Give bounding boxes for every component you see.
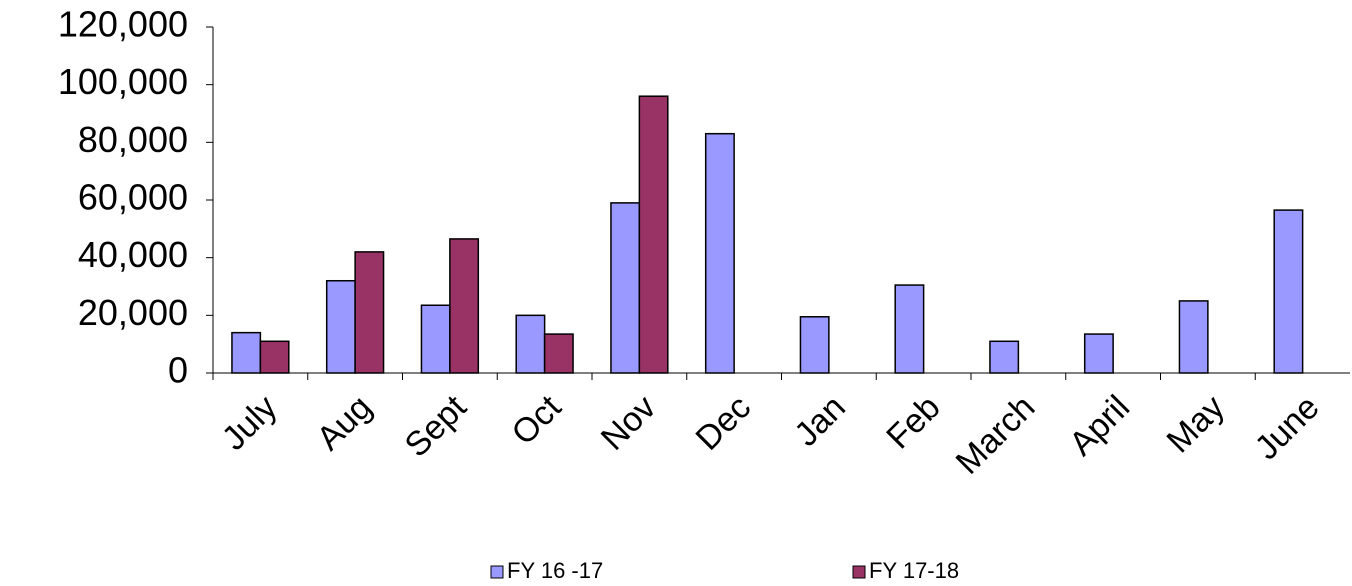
bar xyxy=(325,279,356,374)
bar xyxy=(1273,209,1304,374)
bar xyxy=(610,202,641,374)
x-tick-label: Dec xyxy=(689,388,759,458)
y-tick-label: 40,000 xyxy=(78,234,188,275)
x-tick-label: Oct xyxy=(504,388,569,453)
bar xyxy=(259,340,290,374)
y-tick-label: 100,000 xyxy=(58,61,188,102)
x-tick-label: July xyxy=(215,388,285,458)
x-tick-label: March xyxy=(949,388,1043,482)
x-tick-label: Sept xyxy=(398,388,475,465)
x-tick-label: April xyxy=(1062,388,1137,463)
y-tick-label: 0 xyxy=(168,350,188,391)
x-tick-label: Aug xyxy=(309,388,379,458)
x-tick-label: Jan xyxy=(787,388,853,454)
legend-swatch xyxy=(852,565,866,579)
bar xyxy=(704,132,735,374)
bar xyxy=(894,284,925,374)
bar xyxy=(231,331,262,374)
legend-label: FY 17-18 xyxy=(869,558,959,583)
bar xyxy=(354,251,385,374)
y-tick-label: 120,000 xyxy=(58,4,188,45)
bar xyxy=(1178,300,1209,374)
bar xyxy=(799,316,830,374)
x-tick-label: June xyxy=(1248,388,1327,467)
bar xyxy=(449,238,480,374)
y-tick-label: 20,000 xyxy=(78,292,188,333)
x-tick-label: May xyxy=(1160,388,1232,460)
x-tick-label: Nov xyxy=(594,388,664,458)
bar xyxy=(420,304,451,374)
y-tick-label: 80,000 xyxy=(78,119,188,160)
bar xyxy=(543,333,574,374)
legend-swatch xyxy=(490,565,504,579)
legend-label: FY 16 -17 xyxy=(507,558,603,583)
bar xyxy=(638,95,669,374)
y-tick-label: 60,000 xyxy=(78,177,188,218)
bar xyxy=(515,314,546,374)
bar xyxy=(989,340,1020,374)
bar xyxy=(1083,333,1114,374)
x-tick-label: Feb xyxy=(879,388,947,456)
